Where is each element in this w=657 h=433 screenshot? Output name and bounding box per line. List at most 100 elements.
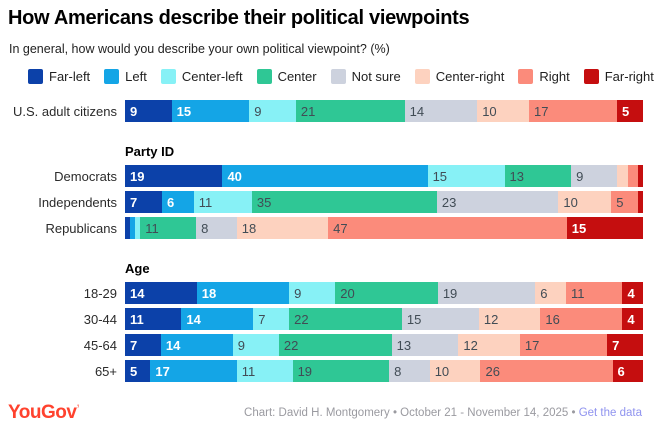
row-label: Republicans xyxy=(45,220,117,236)
bar-segment-far-right: 7 xyxy=(607,334,643,356)
row-label: U.S. adult citizens xyxy=(12,103,117,119)
segment-value: 16 xyxy=(545,311,560,327)
bar-segment-center: 11 xyxy=(140,217,197,239)
bar-segment-right xyxy=(627,165,638,187)
segment-value: 12 xyxy=(483,311,499,327)
bar-segment-center-left: 9 xyxy=(289,282,336,304)
segment-value: 9 xyxy=(130,103,138,119)
bar-segment-far-left xyxy=(125,217,131,239)
bar-segment-center-right: 12 xyxy=(458,334,520,356)
bar-segment-center-left xyxy=(135,217,141,239)
row-label: 45-64 xyxy=(83,337,117,353)
bar-segment-center-right: 18 xyxy=(236,217,329,239)
legend-swatch-icon xyxy=(330,69,346,84)
segment-value: 5 xyxy=(616,194,624,210)
bar-segment-not-sure: 19 xyxy=(437,282,536,304)
bar-row: 45-64 7 14 9 22 13 12 17 7 xyxy=(0,334,657,356)
segment-value: 13 xyxy=(509,168,524,184)
segment-value: 7 xyxy=(130,337,138,353)
segment-value: 11 xyxy=(145,220,159,236)
row-label: 18-29 xyxy=(83,285,117,301)
segment-value: 7 xyxy=(258,311,266,327)
bar-segment-center: 20 xyxy=(335,282,438,304)
section-header: Party ID xyxy=(125,144,175,159)
legend-label: Not sure xyxy=(351,69,401,84)
segment-value: 18 xyxy=(241,220,257,236)
segment-value: 10 xyxy=(563,194,578,210)
segment-value: 15 xyxy=(406,311,422,327)
stacked-bar-chart: U.S. adult citizens 9 15 9 21 14 10 17 5 Party ID… xyxy=(0,100,657,382)
legend-swatch-icon xyxy=(28,69,43,84)
legend-swatch-icon xyxy=(414,69,430,84)
stacked-bar: 19 40 15 13 9 xyxy=(125,165,643,187)
segment-value: 10 xyxy=(482,103,497,119)
chart-subtitle: In general, how would you describe your … xyxy=(9,42,390,56)
segment-value: 26 xyxy=(485,363,500,379)
bar-segment-far-left: 5 xyxy=(125,360,151,382)
segment-value: 47 xyxy=(333,220,348,236)
bar-segment-left: 40 xyxy=(222,165,428,187)
segment-value: 15 xyxy=(176,103,192,119)
bar-segment-center-left: 15 xyxy=(427,165,505,187)
legend-label: Center-right xyxy=(435,69,505,84)
segment-value: 22 xyxy=(294,311,309,327)
bar-row: Republicans 11 8 18 47 15 xyxy=(0,217,657,239)
bar-segment-far-left: 14 xyxy=(125,282,197,304)
bar-segment-center-right xyxy=(617,165,628,187)
segment-value: 40 xyxy=(227,168,242,184)
segment-value: 17 xyxy=(524,337,540,353)
credit-line: Chart: David H. Montgomery • October 21 … xyxy=(244,407,642,419)
bar-segment-right: 47 xyxy=(328,217,567,239)
segment-value: 15 xyxy=(432,168,448,184)
segment-value: 22 xyxy=(283,337,299,353)
bar-segment-not-sure: 15 xyxy=(401,308,479,330)
get-the-data-link[interactable]: Get the data xyxy=(578,407,642,419)
bar-segment-not-sure: 9 xyxy=(571,165,618,187)
segment-value: 21 xyxy=(300,103,316,119)
bar-segment-left: 17 xyxy=(150,360,237,382)
bar-segment-not-sure: 14 xyxy=(404,100,478,122)
bar-segment-center-right: 10 xyxy=(477,100,529,122)
segment-value: 11 xyxy=(198,194,213,210)
stacked-bar: 9 15 9 21 14 10 17 5 xyxy=(125,100,643,122)
segment-value: 14 xyxy=(186,311,201,327)
segment-value: 8 xyxy=(394,363,402,379)
segment-value: 11 xyxy=(130,311,144,327)
bar-segment-far-right: 4 xyxy=(622,282,643,304)
legend-swatch-icon xyxy=(583,69,599,84)
segment-value: 5 xyxy=(130,363,138,379)
bar-row: Independents 7 6 11 35 23 10 5 xyxy=(0,191,657,213)
section-header: Age xyxy=(125,261,150,276)
bar-row: U.S. adult citizens 9 15 9 21 14 10 17 5 xyxy=(0,100,657,122)
segment-value: 17 xyxy=(533,103,549,119)
bar-segment-far-right xyxy=(637,191,643,213)
bar-segment-center-right: 6 xyxy=(535,282,567,304)
bar-segment-center-left: 11 xyxy=(236,360,293,382)
segment-value: 19 xyxy=(297,363,313,379)
segment-value: 11 xyxy=(571,285,585,301)
bar-segment-far-right xyxy=(637,165,643,187)
segment-value: 23 xyxy=(441,194,457,210)
stacked-bar: 5 17 11 19 8 10 26 6 xyxy=(125,360,643,382)
bar-segment-center-left: 11 xyxy=(193,191,252,213)
segment-value: 12 xyxy=(463,337,478,353)
bar-row: 30-44 11 14 7 22 15 12 16 4 xyxy=(0,308,657,330)
stacked-bar: 11 8 18 47 15 xyxy=(125,217,643,239)
legend-label: Left xyxy=(125,69,147,84)
row-label: 65+ xyxy=(94,363,117,379)
segment-value: 13 xyxy=(396,337,412,353)
bar-segment-right: 5 xyxy=(611,191,638,213)
segment-value: 7 xyxy=(612,337,620,353)
legend-item-far-left: Far-left xyxy=(28,69,90,84)
bar-segment-center: 22 xyxy=(278,334,392,356)
bar-segment-not-sure: 23 xyxy=(436,191,559,213)
bar-row: Democrats 19 40 15 13 9 xyxy=(0,165,657,187)
bar-segment-center: 35 xyxy=(251,191,437,213)
segment-value: 14 xyxy=(165,337,181,353)
yougov-logo: YouGov’ xyxy=(8,402,80,424)
legend-label: Right xyxy=(539,69,570,84)
segment-value: 15 xyxy=(571,220,587,236)
bar-segment-center-right: 10 xyxy=(429,360,481,382)
segment-value: 4 xyxy=(627,285,635,301)
legend-swatch-icon xyxy=(256,69,272,84)
